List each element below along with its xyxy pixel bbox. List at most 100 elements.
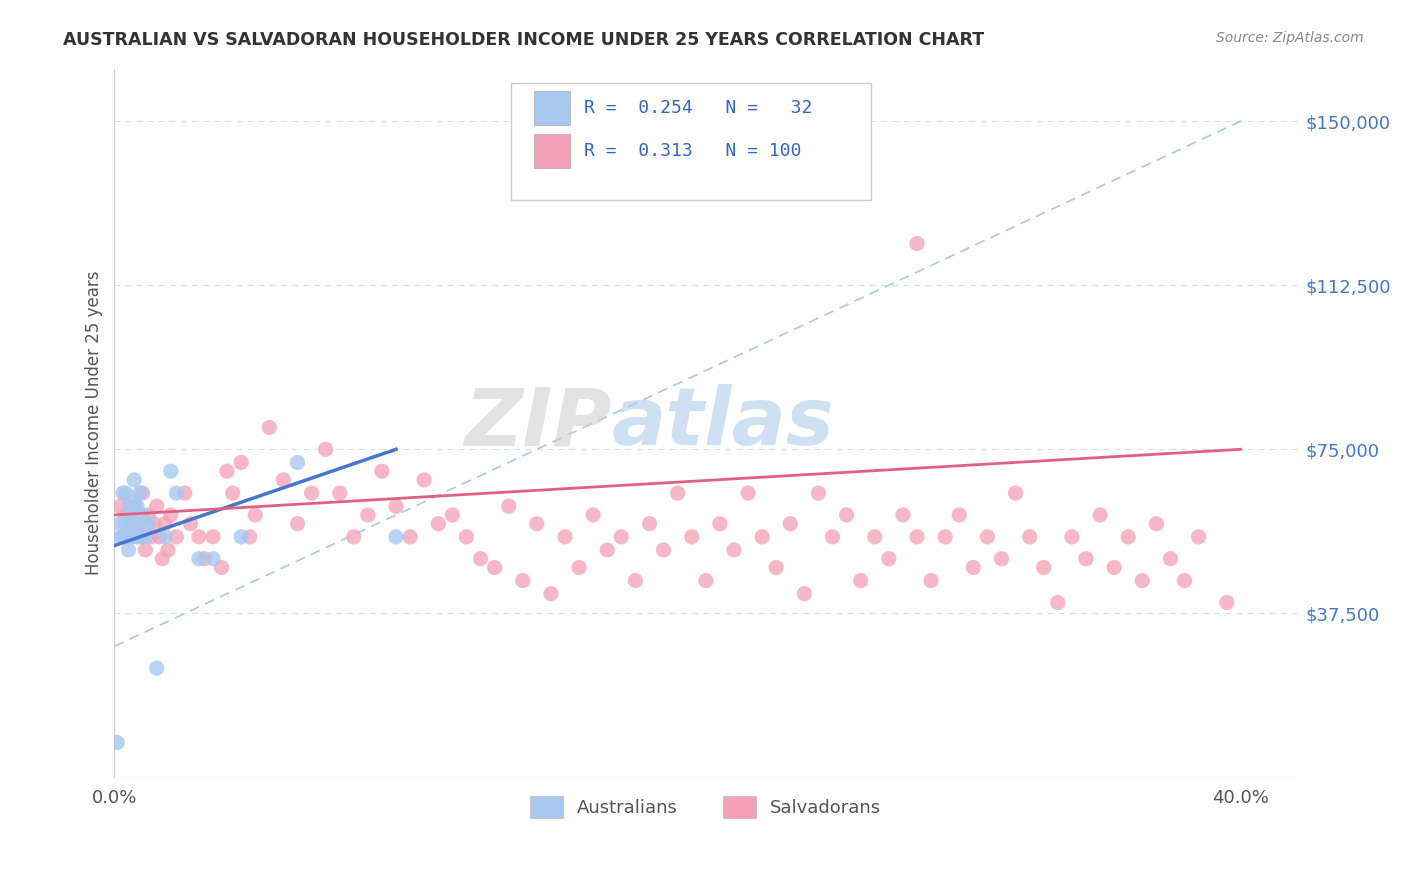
Point <box>1216 595 1239 609</box>
Point <box>610 530 633 544</box>
Point <box>399 530 422 544</box>
Point <box>905 236 928 251</box>
Point <box>385 530 408 544</box>
Point <box>1074 551 1097 566</box>
Point <box>484 560 506 574</box>
Point <box>456 530 478 544</box>
Point <box>145 661 167 675</box>
Point <box>111 530 134 544</box>
Point <box>120 530 142 544</box>
Point <box>709 516 731 531</box>
Point <box>193 551 215 566</box>
Point <box>427 516 450 531</box>
Point <box>114 508 136 522</box>
Point <box>111 530 134 544</box>
Point <box>117 499 139 513</box>
Point <box>1032 560 1054 574</box>
Point <box>596 543 619 558</box>
Point <box>905 530 928 544</box>
Point <box>385 499 408 513</box>
Point <box>1102 560 1125 574</box>
FancyBboxPatch shape <box>534 91 569 125</box>
Point <box>179 516 201 531</box>
Point <box>221 486 243 500</box>
Point <box>165 530 187 544</box>
Point <box>1088 508 1111 522</box>
Point <box>231 455 253 469</box>
Point <box>1173 574 1195 588</box>
Point <box>765 560 787 574</box>
Legend: Australians, Salvadorans: Australians, Salvadorans <box>523 789 889 825</box>
Point <box>187 551 209 566</box>
FancyBboxPatch shape <box>510 83 872 200</box>
Point <box>793 587 815 601</box>
Point <box>498 499 520 513</box>
Point <box>441 508 464 522</box>
FancyBboxPatch shape <box>534 134 569 168</box>
Point <box>201 530 224 544</box>
Point <box>108 516 131 531</box>
Point <box>131 486 153 500</box>
Point <box>111 486 134 500</box>
Point <box>139 530 162 544</box>
Point <box>215 464 238 478</box>
Point <box>1046 595 1069 609</box>
Point <box>343 530 366 544</box>
Point <box>357 508 380 522</box>
Point <box>120 508 142 522</box>
Point <box>301 486 323 500</box>
Point <box>108 530 131 544</box>
Point <box>131 530 153 544</box>
Point <box>114 486 136 500</box>
Text: atlas: atlas <box>612 384 834 462</box>
Point <box>187 530 209 544</box>
Text: R =  0.313   N = 100: R = 0.313 N = 100 <box>583 142 801 160</box>
Point <box>153 516 176 531</box>
Point <box>131 530 153 544</box>
Point <box>315 442 337 457</box>
Point <box>150 551 173 566</box>
Point <box>470 551 492 566</box>
Point <box>273 473 295 487</box>
Point <box>105 735 128 749</box>
Point <box>136 508 159 522</box>
Point <box>287 516 309 531</box>
Point <box>245 508 267 522</box>
Point <box>114 516 136 531</box>
Point <box>962 560 984 574</box>
Point <box>165 486 187 500</box>
Point <box>512 574 534 588</box>
Point <box>1060 530 1083 544</box>
Point <box>863 530 886 544</box>
Point <box>136 516 159 531</box>
Point <box>117 516 139 531</box>
Point <box>413 473 436 487</box>
Point <box>145 499 167 513</box>
Point <box>807 486 830 500</box>
Point <box>134 543 156 558</box>
Point <box>779 516 801 531</box>
Point <box>681 530 703 544</box>
Point <box>849 574 872 588</box>
Text: ZIP: ZIP <box>464 384 612 462</box>
Point <box>695 574 717 588</box>
Text: Source: ZipAtlas.com: Source: ZipAtlas.com <box>1216 31 1364 45</box>
Point <box>934 530 956 544</box>
Point <box>554 530 576 544</box>
Point <box>1187 530 1209 544</box>
Point <box>1159 551 1181 566</box>
Point <box>891 508 914 522</box>
Point <box>128 486 150 500</box>
Point <box>1018 530 1040 544</box>
Point <box>638 516 661 531</box>
Point <box>1004 486 1026 500</box>
Point <box>153 530 176 544</box>
Point <box>209 560 232 574</box>
Point <box>131 508 153 522</box>
Point <box>737 486 759 500</box>
Point <box>835 508 858 522</box>
Point <box>159 464 181 478</box>
Point <box>125 499 148 513</box>
Point <box>1116 530 1139 544</box>
Point <box>117 516 139 531</box>
